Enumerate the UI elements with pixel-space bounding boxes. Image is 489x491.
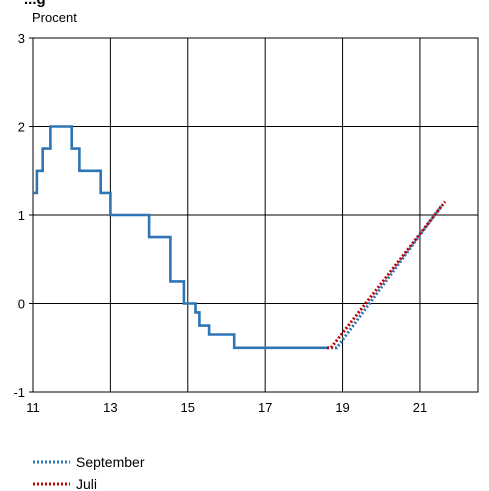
y-axis-unit: Procent [32, 10, 77, 25]
y-tick-label: 1 [18, 208, 25, 223]
x-tick-label: 13 [103, 400, 117, 415]
x-tick-labels: 11 13 15 17 19 21 [26, 400, 427, 415]
x-tick-label: 21 [413, 400, 427, 415]
y-tick-label: -1 [13, 385, 25, 400]
series-policy-rate-line [33, 127, 329, 348]
x-tick-label: 19 [335, 400, 349, 415]
legend: September Juli [33, 454, 145, 491]
legend-label-juli: Juli [76, 476, 97, 491]
series-juli-line [327, 202, 445, 348]
x-tick-label: 17 [258, 400, 272, 415]
series-layer [33, 127, 445, 348]
legend-label-september: September [76, 454, 145, 470]
y-tick-labels: -1 0 1 2 3 [13, 31, 25, 400]
x-tick-label: 15 [181, 400, 195, 415]
grid [33, 38, 478, 392]
x-tick-label: 11 [26, 400, 40, 415]
y-tick-label: 3 [18, 31, 25, 46]
y-tick-label: 2 [18, 120, 25, 135]
y-tick-label: 0 [18, 297, 25, 312]
